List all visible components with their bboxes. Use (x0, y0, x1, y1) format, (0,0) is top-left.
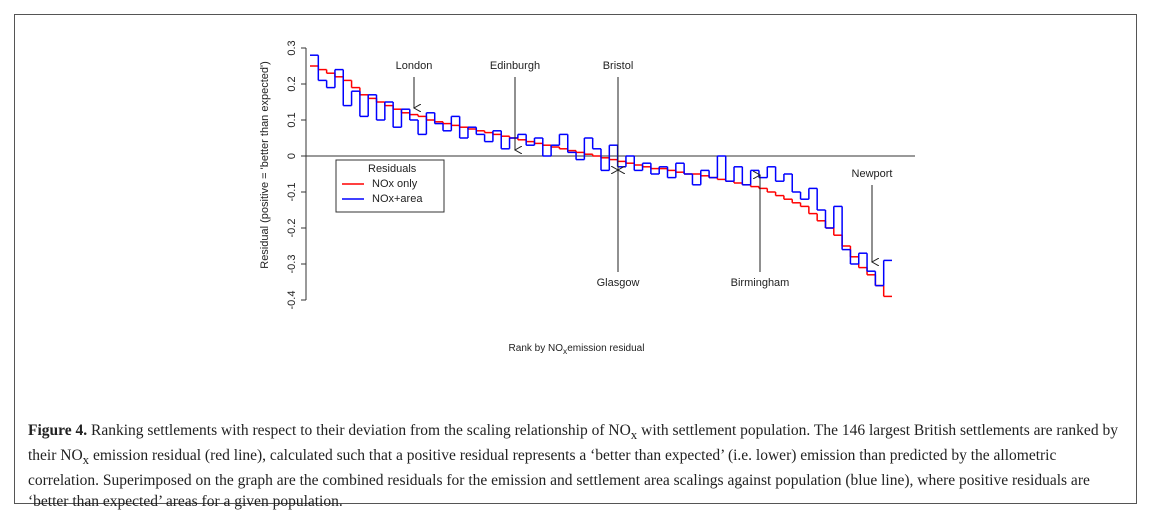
x-label-text: emission residual (567, 343, 645, 354)
annotation: Newport (852, 168, 893, 180)
legend-box (335, 159, 445, 213)
x-axis-label: Rank by NOxemission residual (0, 343, 1153, 356)
legend-label: NOx+area (372, 193, 423, 205)
y-tick-label: -0.1 (286, 183, 298, 202)
figure-frame (14, 14, 1137, 504)
y-tick-label: -0.4 (286, 291, 298, 310)
y-tick-label: -0.3 (286, 255, 298, 274)
y-tick-label: 0 (286, 153, 298, 159)
legend-label: NOx only (372, 178, 418, 190)
caption-sub: x (630, 427, 638, 443)
caption-sub: x (82, 452, 90, 468)
annotation: Edinburgh (490, 60, 540, 72)
annotation: London (396, 60, 433, 72)
annotation: Glasgow (597, 277, 640, 289)
annotation: Birmingham (731, 277, 790, 289)
y-axis-label: Residual (positive = 'better than expect… (259, 61, 271, 269)
y-tick-label: 0.2 (286, 76, 298, 91)
caption-label: Figure 4. (28, 422, 88, 439)
y-tick-label: 0.1 (286, 112, 298, 127)
annotation: Bristol (603, 60, 634, 72)
legend-title: Residuals (368, 163, 417, 175)
caption-text: with settlement population. The 146 larg… (28, 422, 1118, 465)
y-tick-label: 0.3 (286, 40, 298, 55)
y-tick-label: -0.2 (286, 219, 298, 238)
caption-text: emission residual (red line), calculated… (28, 447, 1090, 511)
caption: Figure 4. Ranking settlements with respe… (28, 420, 1128, 512)
caption-text: Ranking settlements with respect to thei… (87, 422, 631, 439)
x-label-text: Rank by NO (508, 343, 564, 354)
x-label-sub: x (563, 346, 568, 356)
